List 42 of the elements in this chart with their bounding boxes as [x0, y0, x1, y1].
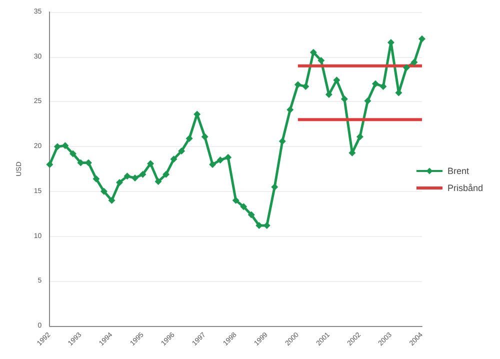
point	[162, 170, 170, 178]
point	[410, 58, 418, 66]
point	[139, 170, 146, 178]
point	[46, 161, 54, 168]
point	[178, 148, 186, 155]
point	[54, 143, 61, 150]
legend-label: Prisbånd	[447, 183, 484, 193]
point	[248, 211, 255, 218]
point	[201, 133, 208, 140]
point	[69, 150, 76, 158]
point	[170, 156, 178, 163]
point	[240, 203, 248, 210]
point	[224, 154, 232, 161]
point	[294, 81, 302, 88]
point	[232, 196, 240, 204]
point	[62, 142, 69, 150]
point	[132, 174, 139, 182]
point	[364, 97, 372, 104]
legend-label: Brent	[447, 166, 470, 176]
point	[100, 188, 108, 195]
point	[286, 106, 294, 114]
point	[418, 35, 426, 42]
point	[333, 76, 340, 84]
point	[340, 96, 348, 103]
point	[209, 161, 216, 168]
point	[271, 183, 278, 190]
point	[380, 82, 387, 90]
point	[302, 82, 310, 90]
point	[108, 196, 116, 204]
point	[186, 134, 193, 142]
point	[356, 133, 364, 140]
point	[372, 80, 379, 88]
point	[310, 48, 317, 56]
point	[92, 175, 100, 182]
point	[116, 178, 123, 186]
point	[402, 64, 410, 72]
point	[147, 160, 154, 168]
point	[278, 138, 286, 145]
point	[154, 178, 162, 186]
point	[216, 156, 224, 164]
point	[318, 56, 325, 64]
point	[124, 172, 131, 180]
